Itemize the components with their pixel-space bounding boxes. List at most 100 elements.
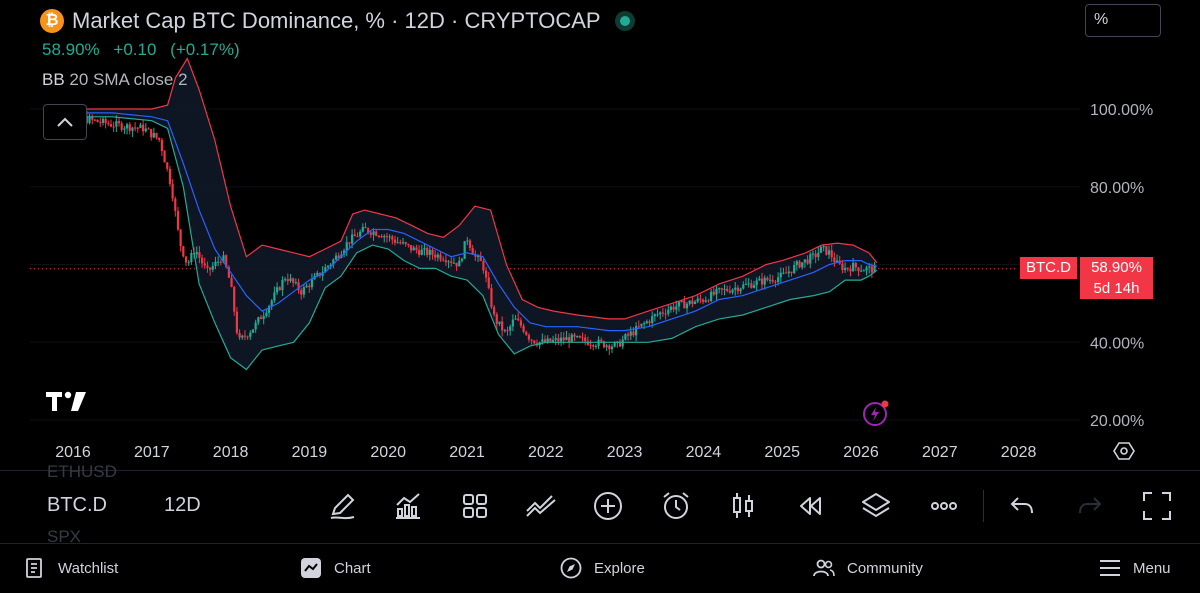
candle-body: [541, 339, 544, 343]
replay-icon[interactable]: [793, 489, 827, 523]
symbol-list-next[interactable]: SPX: [47, 527, 82, 546]
candle-body: [677, 301, 681, 307]
candle-body: [388, 236, 391, 238]
candle-body: [557, 338, 560, 342]
candle-body: [195, 252, 198, 255]
candle-body: [696, 298, 699, 302]
candle-body: [718, 288, 721, 290]
candle-body: [546, 338, 549, 343]
interval-selector[interactable]: 12D: [164, 494, 201, 516]
nav-explore-label: Explore: [594, 559, 645, 577]
nav-explore[interactable]: Explore: [560, 556, 645, 580]
price-tick-label: 20.00%: [1090, 413, 1144, 430]
alert-clock-icon[interactable]: [659, 489, 693, 523]
chevron-up-icon: [57, 117, 73, 127]
candles-icon[interactable]: [726, 489, 760, 523]
draw-pen-icon[interactable]: [326, 489, 360, 523]
candle-body: [275, 287, 279, 293]
candle-body: [814, 253, 817, 257]
candle-body: [163, 151, 166, 163]
last-price-badge: 58.90% 5d 14h: [1080, 257, 1153, 299]
candle-body: [284, 279, 287, 281]
candle-body: [793, 264, 796, 273]
undo-icon[interactable]: [1005, 489, 1039, 523]
candle-body: [278, 287, 281, 291]
candle-body: [870, 266, 873, 273]
candle-body: [653, 314, 656, 317]
candle-body: [259, 317, 263, 320]
candle-body: [825, 246, 828, 255]
candle-body: [672, 306, 675, 310]
price-chart[interactable]: 100.00%80.00%40.00%20.00% 2016 2017 2018 20…: [0, 0, 1200, 470]
nav-menu[interactable]: Menu: [1099, 556, 1171, 580]
price-axis[interactable]: 100.00% 80.00% 40.00% 20.00%: [30, 102, 1153, 430]
time-tick-label: 2021: [449, 444, 485, 461]
candle-body: [589, 344, 592, 346]
nav-chart-label: Chart: [334, 559, 371, 577]
community-icon: [813, 559, 835, 577]
chart-settings-icon[interactable]: [1113, 440, 1135, 462]
candle-body: [479, 255, 482, 262]
candle-body: [329, 264, 332, 266]
candle-body: [463, 241, 466, 259]
lightning-icon[interactable]: [862, 399, 890, 427]
candle-body: [822, 246, 825, 248]
candle-body: [345, 242, 348, 251]
candle-body: [104, 118, 107, 124]
more-dots-icon[interactable]: [927, 489, 961, 523]
candle-body: [760, 278, 764, 285]
candle-body: [811, 253, 815, 255]
candle-body: [648, 321, 651, 324]
candle-body: [777, 277, 780, 282]
redo-icon[interactable]: [1073, 489, 1107, 523]
nav-chart[interactable]: Chart: [300, 556, 371, 580]
chart-title-bar[interactable]: ₿ Market Cap BTC Dominance, % · 12D · CR…: [40, 6, 635, 36]
symbol-selector[interactable]: BTC.D: [47, 494, 107, 516]
layers-icon[interactable]: [859, 489, 893, 523]
candle-body: [701, 299, 705, 302]
add-circle-icon[interactable]: [591, 489, 625, 523]
compare-icon[interactable]: [524, 489, 558, 523]
candle-body: [659, 312, 662, 315]
candle-body: [155, 132, 158, 138]
candle-body: [233, 287, 236, 312]
collapse-legend-button[interactable]: [43, 104, 87, 140]
scale-mode-button[interactable]: %: [1085, 4, 1161, 37]
nav-watchlist[interactable]: Watchlist: [24, 556, 118, 580]
candle-body: [476, 255, 480, 257]
indicators-icon[interactable]: [391, 489, 425, 523]
candle-body: [182, 246, 185, 257]
candle-body: [487, 277, 490, 289]
candle-body: [592, 344, 595, 347]
candle-body: [565, 337, 568, 341]
candle-body: [109, 124, 113, 127]
candle-body: [747, 283, 750, 285]
tradingview-logo-icon[interactable]: [46, 389, 90, 413]
candle-body: [125, 124, 129, 129]
candle-body: [661, 312, 664, 314]
candle-body: [471, 247, 474, 255]
indicator-legend[interactable]: BB 20 SMA close 2: [42, 70, 188, 90]
candle-body: [399, 242, 402, 244]
indicator-name: BB: [42, 70, 65, 89]
symbol-list-prev[interactable]: ETHUSD: [47, 462, 117, 481]
candle-body: [766, 277, 769, 281]
candle-body: [618, 341, 622, 347]
nav-community[interactable]: Community: [813, 556, 923, 580]
candle-body: [865, 267, 868, 271]
candle-body: [326, 265, 330, 268]
candle-body: [685, 303, 689, 309]
nav-divider: [0, 543, 1200, 544]
candle-body: [739, 288, 742, 292]
fullscreen-icon[interactable]: [1140, 489, 1174, 523]
market-status-icon[interactable]: [614, 11, 635, 31]
candle-body: [166, 162, 169, 169]
candle-body: [222, 255, 225, 263]
layouts-grid-icon[interactable]: [458, 489, 492, 523]
time-axis[interactable]: 2016 2017 2018 2019 2020 2021 2022 2023 2024 2025…: [55, 444, 1036, 461]
bollinger-band-fill: [49, 58, 877, 370]
candle-body: [434, 254, 437, 258]
candle-body: [726, 288, 729, 292]
candle-body: [179, 229, 182, 247]
candle-body: [750, 283, 753, 288]
